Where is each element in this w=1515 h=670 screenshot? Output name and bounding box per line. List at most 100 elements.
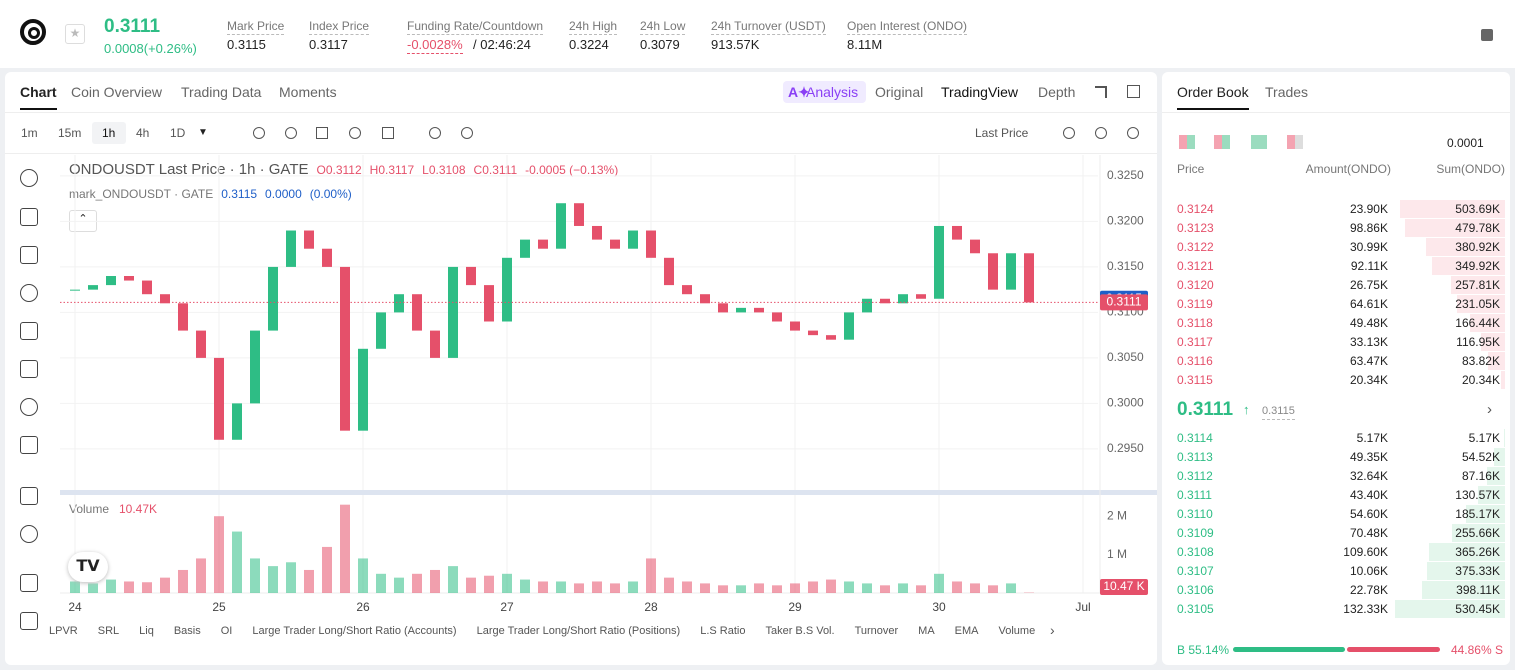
drawing-tool[interactable] xyxy=(20,436,38,454)
precision[interactable]: 0.0001 xyxy=(1447,136,1484,150)
drawing-tool[interactable] xyxy=(20,525,38,543)
indicator[interactable]: Large Trader Long/Short Ratio (Positions… xyxy=(476,625,681,637)
stat-label: Mark Price xyxy=(227,19,285,35)
layout-icon[interactable] xyxy=(1214,135,1230,149)
interval[interactable]: 4h xyxy=(136,126,150,140)
layout-icon[interactable] xyxy=(1179,135,1195,149)
indicator[interactable]: Basis xyxy=(173,625,201,637)
drawing-tool[interactable] xyxy=(20,169,38,187)
volume-bar xyxy=(520,579,530,593)
order-price[interactable]: 0.3107 xyxy=(1177,564,1214,578)
order-price[interactable]: 0.3115 xyxy=(1177,373,1213,387)
toolbar-icon[interactable] xyxy=(1127,127,1139,139)
candle xyxy=(556,203,566,249)
chart-tab[interactable]: Coin Overview xyxy=(71,84,163,100)
order-price[interactable]: 0.3113 xyxy=(1177,450,1213,464)
x-tick-label: 30 xyxy=(932,600,946,614)
order-price[interactable]: 0.3106 xyxy=(1177,583,1214,597)
window-icon[interactable] xyxy=(1127,85,1140,98)
layout-icon[interactable] xyxy=(1251,135,1267,149)
candle xyxy=(628,230,638,249)
volume-value: 10.47K xyxy=(119,502,158,516)
orderbook-tab[interactable]: Order Book xyxy=(1177,84,1249,110)
order-price[interactable]: 0.3118 xyxy=(1177,316,1213,330)
candle xyxy=(574,203,584,226)
depth-bar xyxy=(1428,543,1505,561)
order-price[interactable]: 0.3117 xyxy=(1177,335,1213,349)
toolbar-icon[interactable] xyxy=(461,127,473,139)
last-price: 0.3111 xyxy=(104,16,161,37)
order-price[interactable]: 0.3108 xyxy=(1177,545,1214,559)
toolbar-icon[interactable] xyxy=(1095,127,1107,139)
indicator[interactable]: Liq xyxy=(139,625,154,637)
toolbar-icon[interactable] xyxy=(316,127,328,139)
order-price[interactable]: 0.3109 xyxy=(1177,526,1214,540)
order-price[interactable]: 0.3105 xyxy=(1177,602,1214,616)
drawing-tool[interactable] xyxy=(20,322,38,340)
drawing-tool[interactable] xyxy=(20,398,38,416)
indicator[interactable]: OI xyxy=(220,625,233,637)
toolbar-icon[interactable] xyxy=(349,127,361,139)
view-tab[interactable]: Original xyxy=(875,84,924,100)
chart-tab[interactable]: Trading Data xyxy=(181,84,262,100)
order-price[interactable]: 0.3116 xyxy=(1177,354,1213,368)
depth-bar xyxy=(1466,505,1505,523)
expand-icon[interactable] xyxy=(1095,86,1107,98)
drawing-tool[interactable] xyxy=(20,284,38,302)
drawing-tool[interactable] xyxy=(20,487,38,505)
chevron[interactable]: › xyxy=(1487,401,1492,418)
order-price[interactable]: 0.3114 xyxy=(1177,431,1213,445)
indicator[interactable]: LPVR xyxy=(49,625,78,637)
interval[interactable]: 1h xyxy=(102,126,116,140)
indicator[interactable]: MA xyxy=(918,625,935,637)
price-type[interactable]: Last Price xyxy=(975,126,1029,140)
x-tick-label: 28 xyxy=(644,600,658,614)
order-price[interactable]: 0.3110 xyxy=(1177,507,1213,521)
order-price[interactable]: 0.3124 xyxy=(1177,202,1214,216)
order-price[interactable]: 0.3121 xyxy=(1177,259,1214,273)
order-price[interactable]: 0.3111 xyxy=(1177,488,1212,502)
drawing-tool[interactable] xyxy=(20,208,38,226)
indicator[interactable]: EMA xyxy=(954,625,979,637)
volume-tick-label: 1 M xyxy=(1107,547,1127,561)
interval[interactable]: 1m xyxy=(21,126,38,140)
indicator[interactable]: Taker B.S Vol. xyxy=(765,625,835,637)
order-price[interactable]: 0.3119 xyxy=(1177,297,1213,311)
candle xyxy=(808,330,818,336)
order-price[interactable]: 0.3122 xyxy=(1177,240,1214,254)
view-tab[interactable]: Depth xyxy=(1038,84,1076,100)
order-price[interactable]: 0.3120 xyxy=(1177,278,1214,292)
drawing-tool[interactable] xyxy=(20,574,38,592)
layout-icon[interactable] xyxy=(1287,135,1303,149)
drawing-tool[interactable] xyxy=(20,612,38,630)
volume-bar xyxy=(358,558,368,593)
toolbar-icon[interactable] xyxy=(429,127,441,139)
ob-mark-price: 0.3115 xyxy=(1262,403,1295,420)
favorite-star[interactable]: ★ xyxy=(65,24,85,44)
indicator[interactable]: Large Trader Long/Short Ratio (Accounts) xyxy=(252,625,457,637)
candle xyxy=(142,280,152,295)
toolbar-icon[interactable] xyxy=(382,127,394,139)
candle xyxy=(412,294,422,331)
indicator[interactable]: Volume xyxy=(998,625,1036,637)
view-tab[interactable]: Analysis xyxy=(806,84,859,100)
legend-mark: mark_ONDOUSDT · GATE xyxy=(69,187,214,201)
interval[interactable]: 15m xyxy=(58,126,82,140)
drawing-tool[interactable] xyxy=(20,360,38,378)
toolbar-icon[interactable] xyxy=(253,127,265,139)
indicator[interactable]: Turnover xyxy=(854,625,899,637)
drawing-tool[interactable] xyxy=(20,246,38,264)
orderbook-tab[interactable]: Trades xyxy=(1265,84,1309,100)
indicator[interactable]: SRL xyxy=(97,625,120,637)
toolbar-icon[interactable] xyxy=(285,127,297,139)
order-price[interactable]: 0.3123 xyxy=(1177,221,1214,235)
order-price[interactable]: 0.3112 xyxy=(1177,469,1213,483)
candle xyxy=(844,312,854,340)
interval[interactable]: 1D xyxy=(170,126,186,140)
view-tab[interactable]: TradingView xyxy=(941,84,1019,100)
chart-tab[interactable]: Moments xyxy=(279,84,337,100)
toolbar-icon[interactable] xyxy=(1063,127,1075,139)
indicator[interactable]: L.S Ratio xyxy=(700,625,746,637)
chart-tab[interactable]: Chart xyxy=(20,84,57,110)
candle xyxy=(304,230,314,249)
